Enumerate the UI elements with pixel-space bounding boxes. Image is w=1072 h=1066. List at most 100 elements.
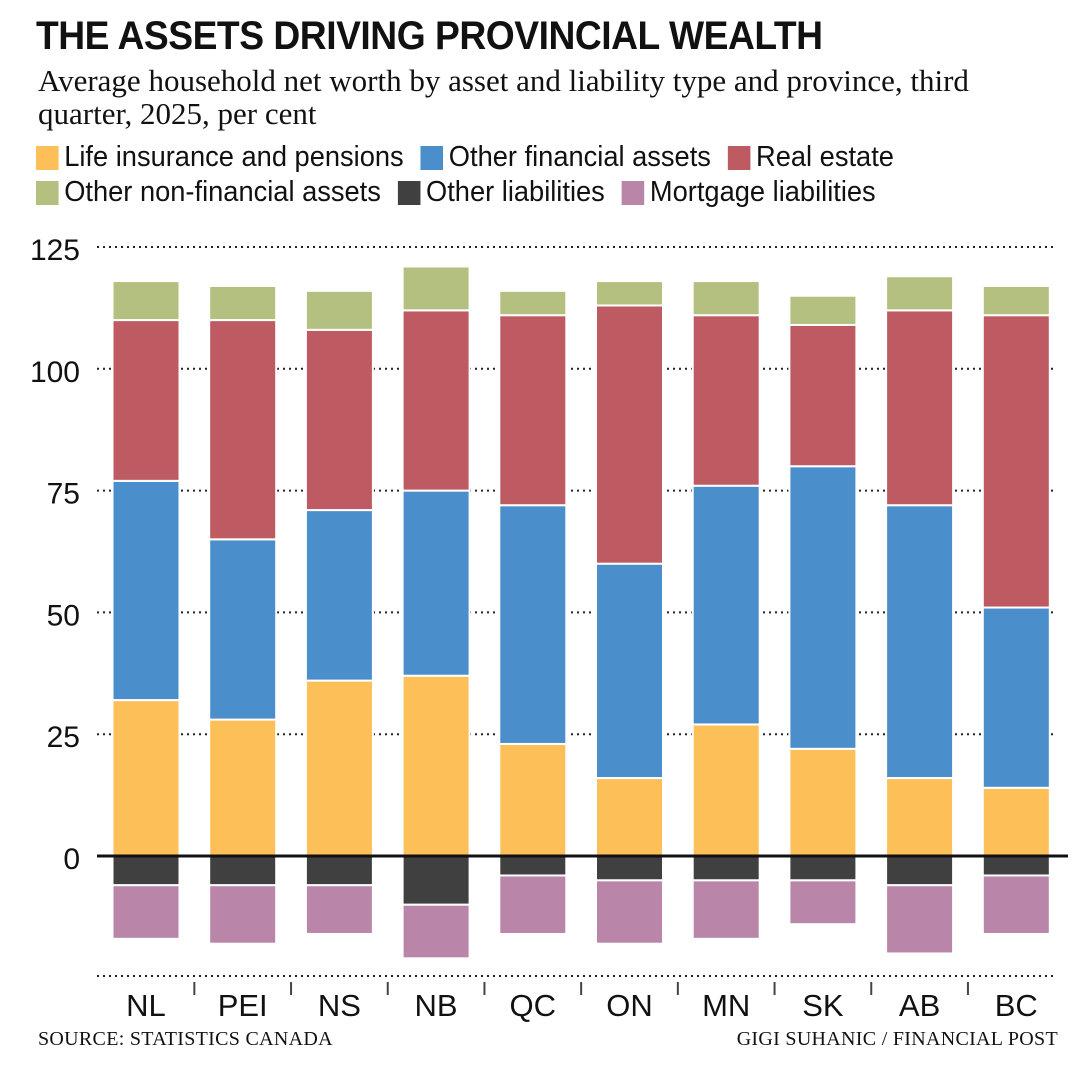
bar-on-series-2 <box>595 304 664 565</box>
bar-nl-series-4 <box>111 855 181 887</box>
bar-bc-series-2 <box>981 314 1051 609</box>
bar-pei-series-1 <box>208 538 278 721</box>
bar-sk-series-4 <box>788 855 858 882</box>
legend-item-real-estate: Real estate <box>727 141 894 174</box>
bar-ns-series-3 <box>304 289 374 331</box>
bar-nl-series-1 <box>111 479 181 702</box>
bar-sk-series-0 <box>788 747 858 857</box>
bar-mn-series-4 <box>691 855 761 882</box>
bar-nb-series-1 <box>401 489 471 677</box>
bar-nb-series-3 <box>401 265 471 312</box>
legend-label-other-non-financial: Other non-financial assets <box>64 176 381 208</box>
x-tick-label-bc: BC <box>995 988 1038 1023</box>
x-tick-label-mn: MN <box>702 988 750 1023</box>
bar-mn-series-3 <box>691 280 761 317</box>
bar-mn-series-5 <box>691 879 761 940</box>
legend-label-other-financial: Other financial assets <box>448 141 711 173</box>
y-tick-label-0: 0 <box>63 843 80 876</box>
y-tick-label-75: 75 <box>47 478 80 511</box>
legend-swatch-real-estate <box>727 145 751 170</box>
y-tick-label-50: 50 <box>47 599 80 632</box>
bar-mn-series-2 <box>691 314 761 487</box>
legend-swatch-mortgage-liabilities <box>621 180 645 205</box>
bar-sk-series-1 <box>788 465 858 750</box>
legend-label-mortgage-liabilities: Mortgage liabilities <box>649 176 876 208</box>
legend-swatch-other-non-financial <box>36 180 59 205</box>
x-tick-label-nb: NB <box>415 988 458 1023</box>
bar-ns-series-4 <box>304 855 374 887</box>
x-tick-label-nl: NL <box>126 988 166 1023</box>
credit-note: GIGI SUHANIC / FINANCIAL POST <box>736 1028 1058 1050</box>
legend-item-life-insurance: Life insurance and pensions <box>36 141 404 174</box>
bar-ab-series-0 <box>885 777 955 857</box>
x-tick-label-qc: QC <box>510 988 557 1023</box>
legend-swatch-other-financial <box>420 145 444 170</box>
legend-label-real-estate: Real estate <box>756 141 894 173</box>
bar-pei-series-3 <box>208 284 278 322</box>
y-tick-label-100: 100 <box>30 356 80 389</box>
chart-title: THE ASSETS DRIVING PROVINCIAL WEALTH <box>36 14 823 58</box>
x-tick-label-ns: NS <box>318 988 361 1023</box>
bar-pei-series-4 <box>208 855 278 887</box>
legend-swatch-other-liabilities <box>397 180 421 205</box>
bar-ns-series-5 <box>304 884 374 935</box>
bar-sk-series-3 <box>788 294 858 326</box>
bar-nb-series-4 <box>401 855 471 906</box>
bar-ab-series-2 <box>885 309 955 507</box>
bar-on-series-3 <box>595 280 664 307</box>
bar-qc-series-2 <box>498 314 568 507</box>
legend-label-other-liabilities: Other liabilities <box>426 176 605 208</box>
bar-nb-series-5 <box>401 903 471 960</box>
bar-nb-series-0 <box>401 674 471 858</box>
bar-mn-series-1 <box>691 484 761 726</box>
bar-qc-series-3 <box>498 289 568 317</box>
bar-on-series-4 <box>595 855 664 882</box>
bar-on-series-1 <box>595 562 664 780</box>
bar-nb-series-2 <box>401 309 471 492</box>
bar-bc-series-4 <box>981 855 1051 877</box>
x-tick-label-pei: PEI <box>218 988 268 1023</box>
bar-pei-series-0 <box>208 718 278 857</box>
bar-ns-series-1 <box>304 509 374 682</box>
bar-ab-series-1 <box>885 504 955 780</box>
bar-on-series-5 <box>595 879 664 945</box>
bar-ab-series-5 <box>885 884 955 955</box>
chart-subtitle: Average household net worth by asset and… <box>38 63 969 131</box>
legend-row-2: Other non-financial assets Other liabili… <box>36 176 1004 209</box>
bar-ab-series-3 <box>885 275 955 312</box>
y-tick-label-125: 125 <box>30 234 80 267</box>
bar-bc-series-1 <box>981 606 1051 789</box>
x-tick-label-sk: SK <box>802 988 844 1023</box>
bar-ab-series-4 <box>885 855 955 887</box>
bar-bc-series-0 <box>981 786 1051 857</box>
legend-item-mortgage-liabilities: Mortgage liabilities <box>621 176 876 209</box>
bar-nl-series-3 <box>111 280 181 322</box>
bar-mn-series-0 <box>691 723 761 857</box>
bar-on-series-0 <box>595 777 664 857</box>
bar-pei-series-2 <box>208 319 278 541</box>
bar-nl-series-5 <box>111 884 181 940</box>
x-tick-label-ab: AB <box>899 988 940 1023</box>
legend-item-other-financial: Other financial assets <box>420 141 711 174</box>
x-tick-label-on: ON <box>606 988 653 1023</box>
legend-row-1: Life insurance and pensions Other financ… <box>36 141 1004 174</box>
bar-sk-series-2 <box>788 323 858 468</box>
y-tick-label-25: 25 <box>47 721 80 754</box>
legend-item-other-liabilities: Other liabilities <box>397 176 605 209</box>
bar-qc-series-0 <box>498 742 568 857</box>
bar-sk-series-5 <box>788 879 858 926</box>
legend-label-life-insurance: Life insurance and pensions <box>64 141 404 173</box>
bar-qc-series-5 <box>498 874 568 935</box>
bar-qc-series-1 <box>498 504 568 745</box>
bar-ns-series-2 <box>304 328 374 512</box>
bar-ns-series-0 <box>304 679 374 857</box>
bar-nl-series-2 <box>111 319 181 482</box>
bar-pei-series-5 <box>208 884 278 945</box>
bar-bc-series-5 <box>981 874 1051 935</box>
legend-item-other-non-financial: Other non-financial assets <box>36 176 381 209</box>
bar-qc-series-4 <box>498 855 568 877</box>
legend-swatch-life-insurance <box>36 145 59 170</box>
bar-nl-series-0 <box>111 699 181 858</box>
bar-bc-series-3 <box>981 284 1051 317</box>
